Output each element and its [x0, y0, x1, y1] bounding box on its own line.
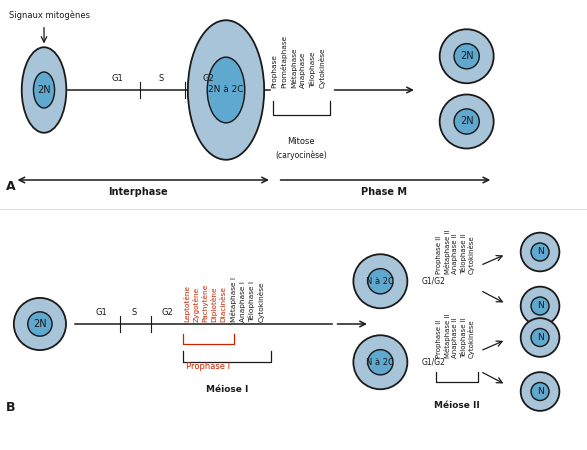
Ellipse shape — [33, 72, 55, 108]
Text: Prophase II: Prophase II — [436, 320, 442, 358]
Text: S: S — [159, 74, 164, 83]
Text: Leptotène: Leptotène — [183, 285, 190, 322]
Text: Télophase II: Télophase II — [460, 317, 467, 358]
Text: G1/G2: G1/G2 — [421, 277, 446, 286]
Text: Métaphase: Métaphase — [290, 47, 297, 88]
Text: Métaphase II: Métaphase II — [444, 313, 451, 358]
Ellipse shape — [454, 44, 479, 69]
Text: Anaphase II: Anaphase II — [452, 234, 458, 274]
Ellipse shape — [531, 328, 549, 346]
Ellipse shape — [440, 29, 494, 83]
Text: A: A — [6, 180, 15, 194]
Text: 2N: 2N — [37, 85, 51, 95]
Text: Prophase: Prophase — [272, 54, 278, 88]
Text: 2N: 2N — [460, 51, 474, 61]
Text: 2N à 2C: 2N à 2C — [208, 86, 244, 94]
Text: Télophase: Télophase — [309, 51, 316, 88]
Text: (caryocinèse): (caryocinèse) — [275, 151, 327, 160]
Text: Phase M: Phase M — [362, 187, 407, 197]
Text: N: N — [537, 333, 544, 342]
Text: Cytokinèse: Cytokinèse — [258, 281, 264, 322]
Text: B: B — [6, 401, 15, 414]
Text: G1/G2: G1/G2 — [421, 358, 446, 367]
Ellipse shape — [531, 243, 549, 261]
Text: Signaux mitogènes: Signaux mitogènes — [9, 11, 90, 20]
Text: N: N — [537, 387, 544, 396]
Text: 2N: 2N — [460, 117, 474, 126]
Ellipse shape — [353, 254, 407, 308]
Text: Cytokinèse: Cytokinèse — [468, 236, 475, 274]
Text: S: S — [131, 308, 136, 317]
Text: Anaphase I: Anaphase I — [239, 281, 246, 322]
Text: Métaphase I: Métaphase I — [230, 277, 237, 322]
Text: Pachytène: Pachytène — [201, 284, 208, 322]
Ellipse shape — [22, 47, 66, 133]
Ellipse shape — [521, 233, 559, 271]
Text: Anaphase II: Anaphase II — [452, 317, 458, 358]
Text: N: N — [537, 248, 544, 256]
Text: N: N — [537, 302, 544, 310]
Text: G2: G2 — [203, 74, 214, 83]
Ellipse shape — [353, 335, 407, 389]
Text: Méiose II: Méiose II — [434, 400, 480, 410]
Text: Mitose: Mitose — [287, 137, 315, 146]
Text: Prophase I: Prophase I — [186, 362, 231, 371]
Ellipse shape — [521, 318, 559, 357]
Ellipse shape — [440, 94, 494, 148]
Text: Métaphase II: Métaphase II — [444, 230, 451, 274]
Text: N à 2C: N à 2C — [366, 358, 394, 367]
Text: Interphase: Interphase — [108, 187, 168, 197]
Ellipse shape — [521, 287, 559, 325]
Text: Télophase II: Télophase II — [460, 234, 467, 274]
Ellipse shape — [521, 372, 559, 411]
Text: N à 2C: N à 2C — [366, 277, 394, 286]
Text: Télophase I: Télophase I — [248, 281, 255, 322]
Text: Prophase II: Prophase II — [436, 236, 442, 274]
Ellipse shape — [28, 312, 52, 336]
Text: Cytokinèse: Cytokinèse — [468, 319, 475, 358]
Text: Anaphase: Anaphase — [300, 51, 306, 88]
Ellipse shape — [454, 109, 479, 134]
Ellipse shape — [207, 57, 245, 123]
Text: Diplotène: Diplotène — [211, 286, 217, 322]
Ellipse shape — [531, 297, 549, 315]
Text: Diacinèse: Diacinèse — [220, 286, 226, 322]
Text: Cytokinèse: Cytokinèse — [318, 47, 325, 88]
Text: Zygotène: Zygotène — [193, 287, 199, 322]
Ellipse shape — [368, 269, 393, 294]
Text: Prométaphase: Prométaphase — [281, 35, 288, 88]
Ellipse shape — [368, 350, 393, 375]
Ellipse shape — [531, 382, 549, 400]
Ellipse shape — [188, 20, 264, 160]
Text: Méiose I: Méiose I — [206, 385, 248, 394]
Text: G2: G2 — [161, 308, 173, 317]
Text: G1: G1 — [95, 308, 107, 317]
Ellipse shape — [14, 298, 66, 350]
Text: G1: G1 — [112, 74, 123, 83]
Text: 2N: 2N — [33, 319, 47, 329]
